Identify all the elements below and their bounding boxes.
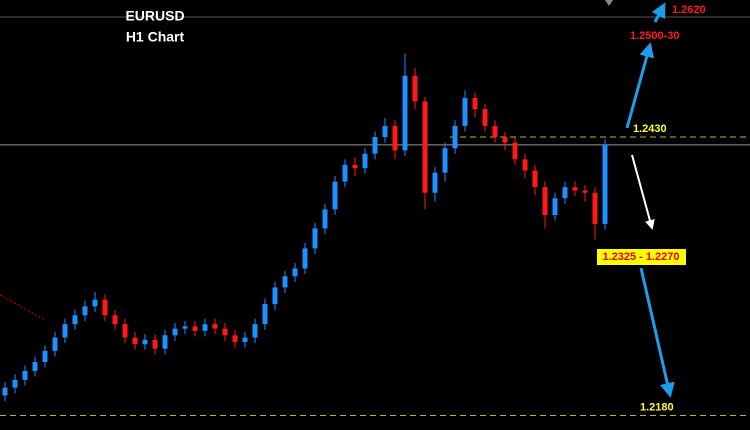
candle-body — [552, 198, 558, 215]
candle-body — [102, 299, 108, 316]
plot — [0, 53, 750, 417]
candle-body — [512, 142, 518, 160]
candle-body — [592, 192, 598, 224]
candle-body — [72, 315, 78, 325]
candle-body — [572, 187, 578, 191]
candle-body — [232, 335, 238, 342]
candle-body — [452, 125, 458, 149]
candle-body — [332, 181, 338, 210]
candle-body — [432, 172, 438, 193]
candle-body — [542, 187, 548, 215]
candle-body — [582, 190, 588, 193]
trend-line — [0, 294, 46, 321]
candle-body — [222, 328, 228, 336]
candle-body — [312, 228, 318, 249]
candle-body — [22, 370, 28, 380]
candle-body — [482, 109, 488, 126]
arrow-up-2 — [651, 2, 666, 23]
candle-body — [192, 326, 198, 331]
candle-body — [322, 209, 328, 229]
candle-body — [2, 387, 8, 396]
arrow-down-2 — [639, 267, 675, 398]
candle-body — [472, 98, 478, 110]
candle-body — [402, 75, 408, 151]
candle-body — [352, 164, 358, 169]
candle-body — [342, 164, 348, 182]
candle-body — [392, 125, 398, 151]
candle-body — [62, 324, 68, 338]
target-box — [597, 249, 686, 265]
candle-body — [382, 125, 388, 138]
candle-body — [172, 328, 178, 336]
candle-body — [162, 335, 168, 349]
candle-body — [292, 268, 298, 277]
candle-body — [462, 98, 468, 126]
candle-body — [412, 75, 418, 102]
target-label: 1.2620 — [672, 4, 706, 16]
chart-title: EURUSD — [125, 8, 184, 24]
candle-body — [12, 379, 18, 388]
candle-body — [492, 125, 498, 138]
candle-body — [212, 324, 218, 329]
target-label: 1.2500-30 — [630, 30, 680, 42]
shift-marker — [605, 0, 613, 6]
candle-body — [182, 326, 188, 329]
candle-body — [122, 324, 128, 338]
candle-body — [262, 304, 268, 325]
candle-body — [302, 248, 308, 269]
candle-body — [202, 324, 208, 331]
candle-body — [282, 276, 288, 288]
candle-body — [242, 337, 248, 342]
target-label: 1.2325 - 1.2270 — [602, 251, 679, 263]
candle-body — [152, 339, 158, 349]
candle-body — [42, 350, 48, 363]
candle-body — [92, 299, 98, 307]
candle-body — [142, 339, 148, 345]
candle-body — [502, 137, 508, 143]
arrow-down — [631, 154, 655, 230]
candle-body — [442, 148, 448, 173]
candle-body — [32, 362, 38, 371]
level-label: 1.2430 — [633, 123, 667, 135]
candle-body — [422, 101, 428, 193]
candle-body — [132, 337, 138, 345]
candle-body — [522, 159, 528, 171]
candle-body — [252, 324, 258, 338]
candle-body — [562, 187, 568, 199]
candle-body — [52, 337, 58, 351]
candle-body — [82, 306, 88, 316]
arrow-up — [625, 42, 655, 129]
level-label: 1.2180 — [640, 401, 674, 413]
candle-body — [362, 153, 368, 169]
candle-body — [602, 144, 608, 224]
candle-body — [372, 137, 378, 154]
candle-body — [272, 287, 278, 305]
chart-subtitle: H1 Chart — [126, 29, 185, 45]
candle-body — [532, 170, 538, 188]
candle-body — [112, 315, 118, 325]
